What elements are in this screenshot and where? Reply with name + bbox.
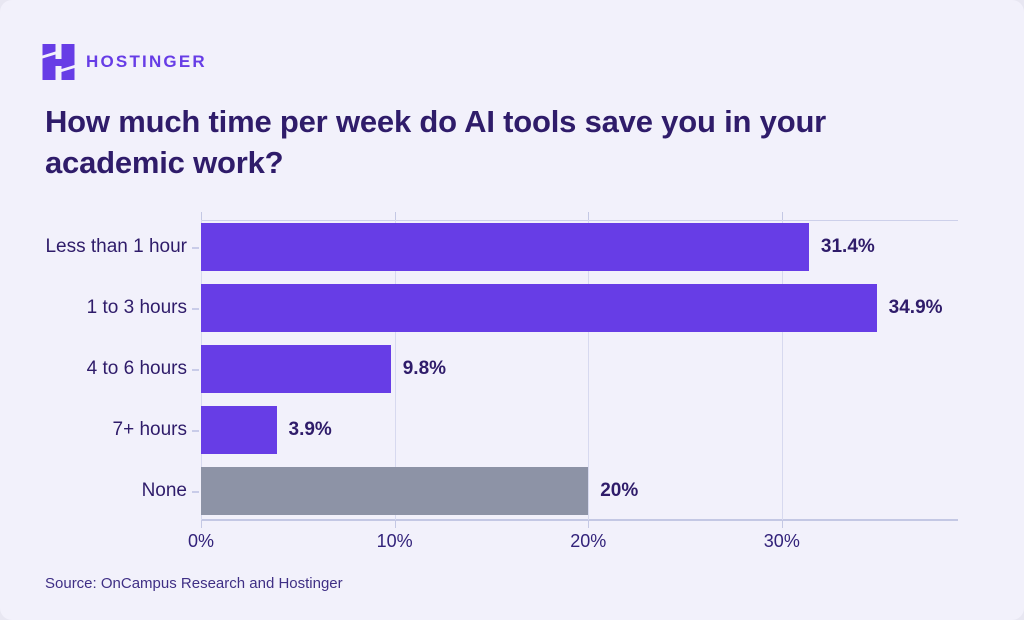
axis-tick-top-30% bbox=[781, 212, 783, 220]
axis-tick-bottom-20% bbox=[588, 520, 590, 528]
page-title-line-1: How much time per week do AI tools save … bbox=[45, 104, 827, 139]
x-axis-tick-label: 0% bbox=[187, 531, 214, 551]
bar bbox=[201, 406, 277, 454]
x-axis-tick-label: 30% bbox=[763, 531, 800, 551]
axis-tick-top-10% bbox=[394, 212, 396, 220]
axis-tick-bottom-0% bbox=[201, 520, 202, 528]
page-title: How much time per week do AI tools save … bbox=[45, 101, 826, 183]
category-label: 4 to 6 hours bbox=[86, 358, 187, 379]
axis-tick-top-20% bbox=[588, 212, 590, 220]
bar bbox=[201, 345, 391, 393]
plot-area: 0% 10% 20% 30% 31.4% Less than 1 hour 34.9% 1 t… bbox=[45, 212, 958, 551]
category-tick bbox=[192, 430, 199, 432]
bar-row: 20% None bbox=[142, 467, 958, 515]
gridline-30% bbox=[781, 220, 783, 520]
category-label: 7+ hours bbox=[112, 419, 187, 440]
axis-tick-bottom-10% bbox=[394, 520, 396, 528]
hostinger-logo: HOSTINGER bbox=[42, 44, 207, 80]
category-label: None bbox=[141, 480, 187, 501]
hostinger-h-logo-icon bbox=[42, 44, 75, 80]
bar-row: 3.9% 7+ hours bbox=[113, 406, 958, 454]
axis-tick-bottom-30% bbox=[781, 520, 783, 528]
bar-row: 34.9% 1 to 3 hours bbox=[87, 284, 958, 332]
bar-row: 31.4% Less than 1 hour bbox=[45, 223, 958, 271]
bar-value-label: 9.8% bbox=[402, 358, 447, 379]
axis-line-top bbox=[201, 220, 958, 221]
category-label: Less than 1 hour bbox=[45, 236, 187, 257]
x-axis-tick-label: 20% bbox=[570, 531, 607, 551]
gridline-20% bbox=[588, 220, 590, 520]
category-tick bbox=[192, 308, 199, 310]
bar-value-label: 3.9% bbox=[288, 419, 332, 440]
category-tick bbox=[192, 247, 199, 249]
bar bbox=[201, 467, 589, 515]
category-label: 1 to 3 hours bbox=[86, 297, 187, 318]
bar-value-label: 34.9% bbox=[888, 297, 943, 318]
bar bbox=[201, 284, 877, 332]
x-axis-tick-label: 10% bbox=[376, 531, 413, 551]
category-tick bbox=[192, 491, 199, 493]
bar-row: 9.8% 4 to 6 hours bbox=[87, 345, 958, 393]
axis-line-bottom bbox=[201, 519, 958, 521]
bar-value-label: 31.4% bbox=[820, 236, 875, 257]
source-attribution: Source: OnCampus Research and Hostinger bbox=[45, 575, 343, 592]
bar bbox=[201, 223, 809, 271]
axis-tick-top-0% bbox=[201, 212, 202, 220]
bar-value-label: 20% bbox=[600, 480, 639, 501]
logo-brand-text: HOSTINGER bbox=[86, 52, 207, 71]
gridline-10% bbox=[394, 220, 396, 520]
page-title-line-2: academic work? bbox=[45, 145, 284, 180]
category-tick bbox=[192, 369, 199, 371]
